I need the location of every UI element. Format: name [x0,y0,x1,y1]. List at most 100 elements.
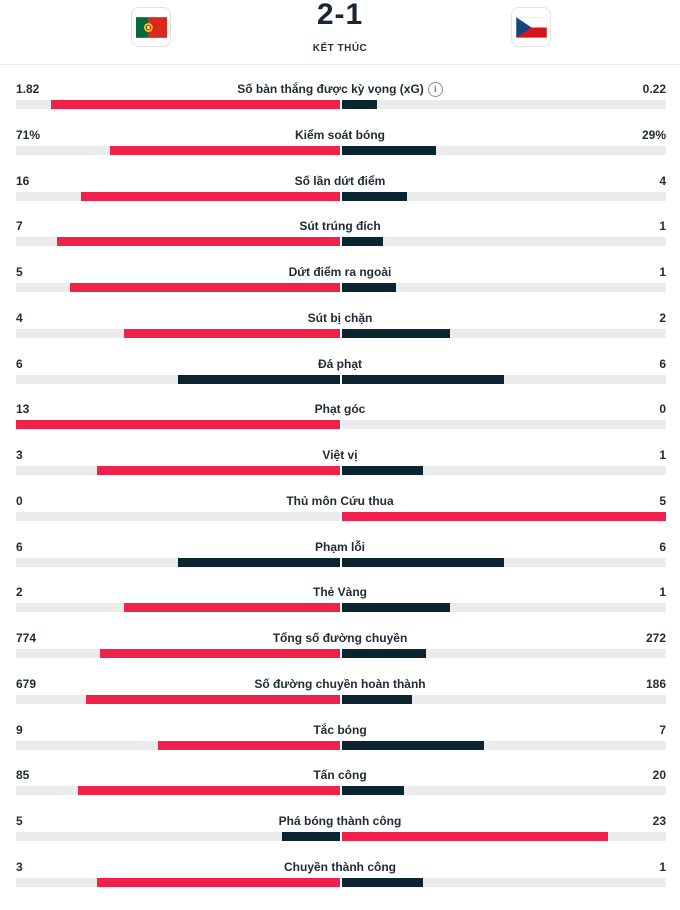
stat-away-bar-track [342,283,666,292]
stat-row: 774 Tổng số đường chuyền 272 [0,622,680,668]
stat-home-bar [100,649,340,658]
stat-label: Chuyền thành công [0,860,680,874]
stat-label-text: Thủ môn Cứu thua [286,493,394,508]
stat-row: 2 Thẻ Vàng 1 [0,576,680,622]
stat-label-text: Số bàn thắng được kỳ vọng (xG) [237,82,424,96]
stat-label-text: Tấn công [313,768,367,783]
stat-away-value: 1 [659,585,666,600]
stat-away-bar [342,511,666,521]
stat-row: 6 Phạm lỗi 6 [0,531,680,577]
stat-label: Đá phạt [0,357,680,371]
stat-home-bar-track [16,374,340,384]
stat-away-bar-track [342,145,666,155]
stat-home-bar-track [16,557,340,567]
stat-home-bar [124,328,340,338]
stat-row: 0 Thủ môn Cứu thua 5 [0,485,680,531]
stat-home-bar-track [16,100,340,109]
stat-home-value: 1.82 [16,82,40,96]
away-team-flag[interactable] [511,7,551,47]
info-icon[interactable]: i [427,82,443,97]
stat-label: Thủ môn Cứu thua [0,494,680,508]
stat-label-text: Phá bóng thành công [278,814,402,828]
stat-home-bar [97,877,340,887]
stat-away-value: 6 [659,539,666,554]
stat-away-bar [342,694,412,704]
stat-label: Phạm lỗi [0,540,680,554]
stat-label: Kiểm soát bóng [0,128,680,142]
stat-home-bar [282,832,340,841]
stat-home-bar-track [16,237,340,247]
stat-away-bar [342,283,396,292]
stat-label-text: Số lần dứt điểm [294,173,386,188]
stat-home-value: 16 [16,173,30,188]
stat-label: Số bàn thắng được kỳ vọng (xG) i [0,82,680,97]
stat-row: 1.82 Số bàn thắng được kỳ vọng (xG) i 0.22 [0,73,680,119]
stat-row: 7 Sút trúng đích 1 [0,210,680,256]
stat-label: Thẻ Vàng [0,585,680,599]
stat-home-bar-track [16,328,340,338]
stat-away-value: 0.22 [642,82,666,96]
stat-label: Tổng số đường chuyền [0,631,680,645]
stat-away-bar [342,100,377,109]
stat-home-bar-track [16,649,340,658]
stat-label-text: Số đường chuyền hoàn thành [254,676,426,691]
stat-label-text: Kiểm soát bóng [294,127,385,142]
stat-away-bar-track [342,511,666,521]
stat-label-text: Thẻ Vàng [312,585,367,600]
stat-away-value: 1 [659,448,666,462]
stat-label-text: Sút bị chặn [307,310,373,325]
stat-away-value: 1 [659,219,666,234]
stat-row: 3 Chuyền thành công 1 [0,851,680,897]
stat-home-bar-track [16,877,340,887]
stat-row: 85 Tấn công 20 [0,759,680,805]
stat-home-bar [77,786,340,796]
stat-home-value: 0 [16,493,23,508]
stat-away-bar-track [342,237,666,247]
stat-home-bar [50,100,340,109]
stat-home-value: 679 [16,676,37,691]
stat-home-value: 774 [16,631,37,645]
stat-away-bar [342,877,423,887]
stat-home-value: 3 [16,448,23,462]
match-header: 2-1 KẾT THÚC [0,0,680,65]
stat-home-value: 5 [16,814,23,828]
stat-away-bar-track [342,466,666,475]
stat-home-bar [16,420,340,430]
stat-away-bar [342,786,404,796]
stats-list: 1.82 Số bàn thắng được kỳ vọng (xG) i 0.22 7… [0,73,680,897]
stat-label-text: Việt vị [322,448,358,462]
stat-home-bar [178,374,340,384]
stat-home-bar-track [16,466,340,475]
stat-away-value: 20 [652,768,666,783]
stat-label-text: Dứt điểm ra ngoài [288,265,392,279]
stat-label-text: Đá phạt [317,356,362,371]
stat-row: 4 Sút bị chặn 2 [0,302,680,348]
stat-home-value: 85 [16,768,30,783]
stat-label: Việt vị [0,448,680,462]
stat-away-bar [342,740,484,750]
stat-away-value: 7 [659,722,666,737]
stat-home-bar [157,740,340,750]
stat-home-value: 5 [16,265,23,279]
stat-home-value: 3 [16,859,23,874]
czechia-flag-icon [516,17,547,38]
home-team-flag[interactable] [131,7,171,47]
stat-home-value: 71% [16,127,41,142]
portugal-flag-icon [136,17,167,38]
stat-away-bar-track [342,649,666,658]
stat-label: Phạt góc [0,402,680,416]
stat-label: Sút trúng đích [0,219,680,233]
stat-label: Số lần dứt điểm [0,174,680,188]
stat-home-bar-track [16,511,340,521]
stat-away-bar [342,649,427,658]
stat-home-bar-track [16,832,340,841]
stat-away-bar-track [342,740,666,750]
stat-row: 9 Tắc bóng 7 [0,714,680,760]
stat-away-bar [342,145,436,155]
stat-away-value: 4 [659,173,666,188]
stat-away-value: 2 [659,310,666,325]
stat-row: 71% Kiểm soát bóng 29% [0,119,680,165]
stat-row: 679 Số đường chuyền hoàn thành 186 [0,668,680,714]
stat-away-bar-track [342,420,666,430]
stat-label-text: Sút trúng đích [299,219,381,234]
